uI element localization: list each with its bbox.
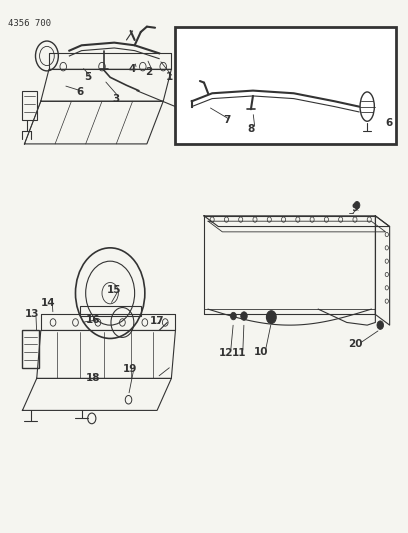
Bar	[80, 306, 141, 316]
Text: 4356 700: 4356 700	[8, 19, 51, 28]
Text: 15: 15	[107, 286, 122, 295]
Bar	[175, 27, 396, 144]
Text: 17: 17	[150, 316, 164, 326]
Text: 2: 2	[145, 67, 153, 77]
Circle shape	[354, 201, 360, 209]
Text: 5: 5	[84, 72, 91, 82]
Text: 11: 11	[231, 348, 246, 358]
Text: 20: 20	[348, 339, 362, 349]
Circle shape	[377, 321, 384, 329]
Text: 3: 3	[113, 94, 120, 103]
Text: 12: 12	[219, 348, 234, 358]
Circle shape	[266, 311, 276, 324]
Text: 7: 7	[223, 115, 230, 125]
Text: 14: 14	[41, 298, 55, 308]
Text: 18: 18	[86, 374, 100, 383]
Circle shape	[231, 312, 236, 320]
Text: 6: 6	[76, 87, 83, 96]
Text: 8: 8	[247, 124, 255, 134]
Text: 4: 4	[129, 64, 136, 74]
Bar	[22, 330, 39, 368]
Text: 9: 9	[351, 203, 359, 213]
Text: 1: 1	[166, 72, 173, 82]
Text: 13: 13	[24, 310, 39, 319]
Text: 16: 16	[86, 315, 100, 325]
Text: 19: 19	[122, 364, 137, 374]
Bar	[22, 91, 37, 120]
Text: 10: 10	[254, 347, 268, 357]
Circle shape	[241, 312, 247, 320]
Text: 6: 6	[386, 118, 393, 127]
